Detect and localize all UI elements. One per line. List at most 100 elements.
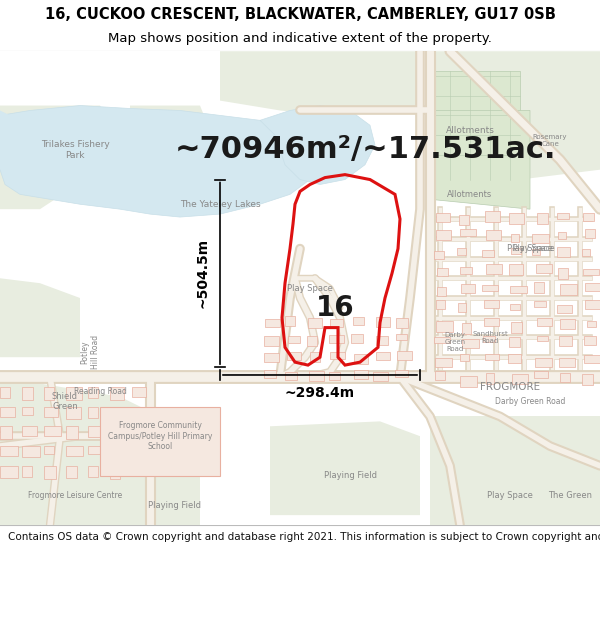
Polygon shape bbox=[430, 51, 600, 179]
Polygon shape bbox=[307, 336, 317, 346]
Polygon shape bbox=[532, 249, 540, 254]
Polygon shape bbox=[0, 387, 10, 398]
Polygon shape bbox=[485, 354, 499, 360]
Polygon shape bbox=[486, 264, 502, 274]
Polygon shape bbox=[460, 229, 476, 236]
Polygon shape bbox=[22, 426, 37, 436]
Polygon shape bbox=[535, 358, 552, 367]
Polygon shape bbox=[559, 336, 572, 346]
Polygon shape bbox=[110, 466, 120, 479]
Polygon shape bbox=[584, 336, 596, 346]
Polygon shape bbox=[584, 355, 600, 363]
Polygon shape bbox=[560, 284, 577, 295]
Polygon shape bbox=[430, 416, 600, 525]
Polygon shape bbox=[354, 370, 368, 379]
Polygon shape bbox=[458, 303, 466, 312]
Polygon shape bbox=[0, 278, 80, 358]
Polygon shape bbox=[482, 285, 498, 291]
Polygon shape bbox=[534, 282, 544, 293]
Polygon shape bbox=[511, 248, 521, 254]
Polygon shape bbox=[510, 286, 527, 293]
Text: Rosemary
Cane: Rosemary Cane bbox=[533, 134, 567, 147]
Polygon shape bbox=[110, 406, 122, 418]
Polygon shape bbox=[353, 317, 364, 324]
Text: Sandhurst
Road: Sandhurst Road bbox=[472, 331, 508, 344]
Polygon shape bbox=[396, 334, 407, 341]
Polygon shape bbox=[220, 51, 420, 116]
Polygon shape bbox=[44, 387, 54, 399]
Text: Darby
Green
Road: Darby Green Road bbox=[445, 332, 466, 352]
Polygon shape bbox=[462, 322, 471, 334]
Polygon shape bbox=[559, 358, 575, 367]
Polygon shape bbox=[435, 358, 452, 367]
Polygon shape bbox=[395, 370, 408, 377]
Text: Playing Field: Playing Field bbox=[323, 471, 377, 480]
Text: Shield
Green: Shield Green bbox=[52, 392, 78, 411]
Polygon shape bbox=[270, 421, 420, 515]
Polygon shape bbox=[483, 336, 495, 342]
Polygon shape bbox=[434, 338, 450, 343]
Text: Reading Road: Reading Road bbox=[74, 388, 127, 396]
Polygon shape bbox=[110, 387, 124, 399]
Polygon shape bbox=[537, 318, 552, 326]
Polygon shape bbox=[459, 215, 469, 225]
Polygon shape bbox=[44, 446, 54, 454]
Text: Play Space: Play Space bbox=[514, 244, 555, 253]
Polygon shape bbox=[264, 370, 276, 378]
Text: Frogmore Leisure Centre: Frogmore Leisure Centre bbox=[28, 491, 122, 500]
Polygon shape bbox=[22, 466, 32, 477]
Polygon shape bbox=[308, 318, 322, 328]
Polygon shape bbox=[484, 300, 499, 308]
Polygon shape bbox=[587, 321, 596, 327]
Text: Allotments: Allotments bbox=[446, 126, 494, 135]
Polygon shape bbox=[508, 354, 521, 363]
Polygon shape bbox=[558, 232, 566, 239]
Polygon shape bbox=[437, 268, 448, 276]
Polygon shape bbox=[396, 318, 408, 328]
Polygon shape bbox=[585, 229, 595, 238]
Polygon shape bbox=[0, 446, 18, 456]
Polygon shape bbox=[329, 334, 344, 343]
Polygon shape bbox=[330, 319, 343, 327]
Polygon shape bbox=[329, 372, 340, 380]
Polygon shape bbox=[434, 251, 444, 259]
Polygon shape bbox=[0, 106, 110, 209]
Polygon shape bbox=[509, 264, 523, 275]
Polygon shape bbox=[557, 247, 570, 256]
Polygon shape bbox=[582, 374, 593, 385]
Polygon shape bbox=[88, 387, 98, 398]
Polygon shape bbox=[132, 426, 146, 434]
Polygon shape bbox=[373, 372, 388, 381]
Polygon shape bbox=[66, 446, 83, 456]
Polygon shape bbox=[462, 339, 479, 348]
Text: Playing Field: Playing Field bbox=[149, 501, 202, 510]
Text: Play Space: Play Space bbox=[287, 284, 333, 292]
Polygon shape bbox=[288, 336, 300, 343]
Text: Play Space: Play Space bbox=[507, 244, 553, 253]
Polygon shape bbox=[66, 406, 81, 419]
Polygon shape bbox=[460, 376, 477, 387]
Polygon shape bbox=[534, 371, 548, 378]
Polygon shape bbox=[66, 426, 78, 439]
Polygon shape bbox=[582, 249, 590, 256]
Polygon shape bbox=[460, 354, 469, 361]
Polygon shape bbox=[44, 466, 56, 479]
Polygon shape bbox=[285, 316, 295, 326]
Polygon shape bbox=[436, 300, 445, 309]
Polygon shape bbox=[132, 466, 150, 474]
Polygon shape bbox=[484, 318, 499, 326]
Text: ~70946m²/~17.531ac.: ~70946m²/~17.531ac. bbox=[175, 136, 557, 164]
Polygon shape bbox=[132, 387, 146, 397]
Polygon shape bbox=[265, 319, 280, 327]
Polygon shape bbox=[482, 249, 494, 256]
Polygon shape bbox=[130, 106, 210, 160]
Text: The Green: The Green bbox=[548, 491, 592, 500]
Polygon shape bbox=[512, 374, 528, 384]
Text: Trilakes Fishery
Park: Trilakes Fishery Park bbox=[41, 140, 109, 159]
Polygon shape bbox=[264, 353, 279, 362]
Polygon shape bbox=[22, 406, 33, 416]
Polygon shape bbox=[560, 319, 575, 329]
Polygon shape bbox=[532, 234, 549, 242]
Polygon shape bbox=[585, 300, 600, 309]
Polygon shape bbox=[110, 446, 127, 458]
